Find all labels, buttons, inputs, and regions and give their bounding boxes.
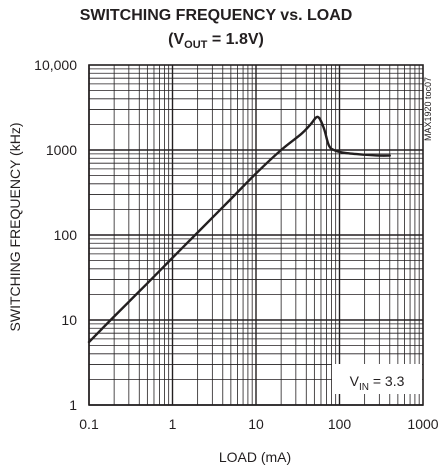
vin-annotation-text: VIN = 3.3 bbox=[350, 373, 405, 393]
chart-subtitle-suffix: = 1.8V) bbox=[207, 31, 263, 48]
y-axis-label: SWITCHING FREQUENCY (kHz) bbox=[7, 123, 23, 332]
chart-subtitle-prefix: (V bbox=[168, 31, 184, 48]
chart-subtitle: (VOUT = 1.8V) bbox=[168, 31, 264, 51]
series-line bbox=[87, 115, 391, 344]
vin-annotation: VIN = 3.3 bbox=[332, 364, 422, 394]
vin-annotation-box bbox=[332, 364, 422, 394]
x-tick-label: 100 bbox=[328, 416, 352, 432]
figure-code: MAX1920 toc07 bbox=[423, 77, 433, 141]
y-tick-label: 100 bbox=[54, 227, 78, 243]
y-tick-label: 1 bbox=[69, 397, 77, 413]
chart-subtitle-subscript: OUT bbox=[184, 39, 208, 51]
grid bbox=[88, 65, 423, 406]
x-tick-label: 1 bbox=[169, 416, 177, 432]
x-axis-label: LOAD (mA) bbox=[219, 449, 291, 465]
vin-annotation-suffix: = 3.3 bbox=[369, 373, 405, 389]
x-tick-label: 0.1 bbox=[79, 416, 99, 432]
chart-title-text: SWITCHING FREQUENCY vs. LOAD bbox=[80, 7, 353, 24]
chart-title: SWITCHING FREQUENCY vs. LOAD bbox=[80, 7, 353, 24]
y-tick-label: 1000 bbox=[46, 142, 77, 158]
y-tick-label: 10 bbox=[61, 312, 77, 328]
x-tick-label: 1000 bbox=[407, 416, 438, 432]
vin-annotation-subscript: IN bbox=[359, 382, 369, 393]
vin-annotation-prefix: V bbox=[350, 373, 360, 389]
x-tick-label: 10 bbox=[248, 416, 264, 432]
plot-frame bbox=[88, 64, 424, 406]
y-tick-label: 10,000 bbox=[34, 57, 77, 73]
